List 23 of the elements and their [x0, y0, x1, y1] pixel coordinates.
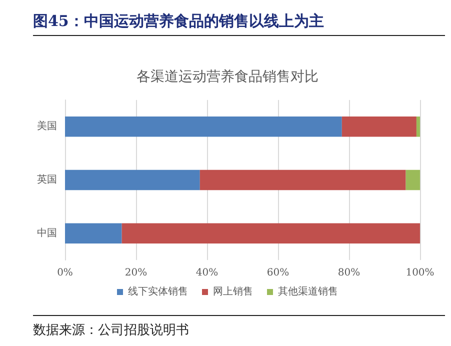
bar	[406, 170, 420, 190]
bar	[416, 116, 420, 137]
bar	[342, 116, 416, 137]
bar	[65, 170, 200, 190]
y-tick-label: 英国	[37, 174, 57, 186]
bar	[65, 116, 342, 137]
bar	[200, 170, 406, 190]
x-tick-label: 60%	[266, 268, 290, 278]
legend-label: 其他渠道销售	[278, 286, 338, 298]
source-note: 数据来源：公司招股说明书	[33, 315, 445, 339]
x-tick-label: 20%	[124, 268, 148, 278]
y-tick-label: 美国	[37, 120, 57, 132]
x-tick-label: 80%	[338, 268, 360, 278]
bar	[122, 223, 420, 244]
x-tick-label: 0%	[57, 268, 73, 278]
chart-title: 图45：中国运动营养食品的销售以线上为主	[33, 12, 445, 36]
y-tick-label: 中国	[37, 226, 57, 239]
x-tick-label: 100%	[406, 268, 434, 278]
legend-label: 线下实体销售	[128, 286, 188, 298]
legend-label: 网上销售	[213, 286, 253, 298]
x-tick-label: 40%	[196, 268, 218, 278]
chart-subtitle: 各渠道运动营养食品销售对比	[136, 68, 318, 84]
bar	[65, 223, 122, 244]
